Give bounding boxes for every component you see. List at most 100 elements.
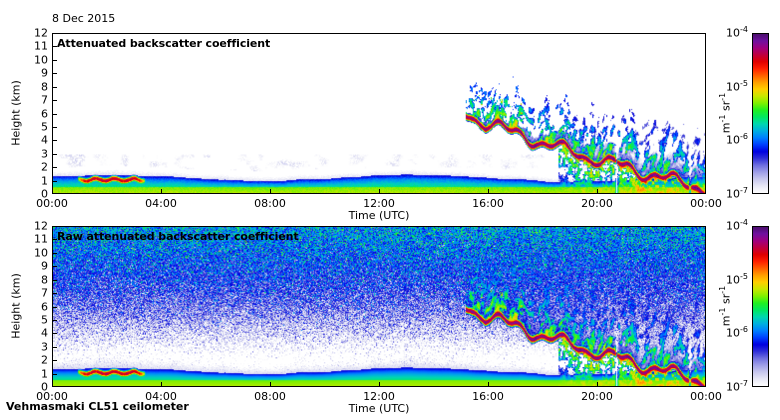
y-tick-mark (53, 154, 57, 155)
y-axis-title-attenuated: Height (km) (9, 80, 23, 146)
colorbar-tick-label: 10-7 (726, 378, 748, 394)
y-tick-mark (53, 374, 57, 375)
x-tick-mark (379, 382, 380, 386)
x-tick-label: 08:00 (254, 197, 286, 210)
date-label: 8 Dec 2015 (52, 12, 116, 25)
x-tick-label: 00:00 (690, 390, 722, 403)
y-tick-label: 2 (41, 160, 48, 174)
colorbar-tick-label: 10-7 (726, 185, 748, 201)
x-tick-mark (379, 189, 380, 193)
x-axis-title-raw: Time (UTC) (348, 402, 410, 415)
x-axis-title-attenuated: Time (UTC) (348, 209, 410, 222)
y-tick-label: 1 (41, 367, 48, 381)
x-tick-mark (597, 189, 598, 193)
x-tick-mark (161, 382, 162, 386)
x-tick-mark (270, 189, 271, 193)
colorbar-tick-label: 10-6 (726, 132, 748, 147)
x-tick-mark (488, 189, 489, 193)
heatmap-attenuated (53, 34, 705, 193)
y-tick-label: 9 (41, 66, 48, 80)
x-tick-mark (488, 382, 489, 386)
y-tick-mark (53, 87, 57, 88)
colorbar-tick-label: 10-4 (726, 24, 748, 40)
x-tick-mark (705, 382, 706, 386)
y-tick-mark (53, 193, 57, 194)
y-tick-label: 7 (41, 93, 48, 107)
y-tick-mark (53, 347, 57, 348)
x-tick-mark (52, 382, 53, 386)
x-tick-mark (161, 189, 162, 193)
x-tick-label: 04:00 (145, 390, 177, 403)
y-tick-mark (53, 386, 57, 387)
colorbar-gradient-raw (753, 227, 768, 386)
x-tick-label: 12:00 (363, 390, 395, 403)
y-tick-label: 10 (34, 246, 48, 260)
y-tick-mark (53, 73, 57, 74)
y-tick-label: 12 (34, 26, 48, 40)
x-tick-label: 08:00 (254, 390, 286, 403)
y-tick-label: 3 (41, 340, 48, 354)
x-tick-label: 00:00 (36, 390, 68, 403)
y-tick-label: 2 (41, 353, 48, 367)
colorbar-raw (752, 226, 769, 387)
colorbar-unit-attenuated: m-1 sr-1 (717, 92, 733, 134)
y-tick-label: 11 (34, 39, 48, 53)
y-tick-label: 8 (41, 80, 48, 94)
y-tick-mark (53, 127, 57, 128)
y-tick-mark (53, 253, 57, 254)
x-tick-label: 20:00 (581, 390, 613, 403)
x-tick-label: 16:00 (472, 390, 504, 403)
y-tick-mark (53, 181, 57, 182)
plot-area-raw[interactable] (52, 226, 706, 387)
x-tick-mark (270, 382, 271, 386)
x-tick-label: 00:00 (36, 197, 68, 210)
y-tick-mark (53, 46, 57, 47)
y-tick-mark (53, 266, 57, 267)
x-tick-label: 12:00 (363, 197, 395, 210)
y-tick-label: 5 (41, 313, 48, 327)
colorbar-gradient-attenuated (753, 34, 768, 193)
y-axis-title-raw: Height (km) (9, 273, 23, 339)
colorbar-attenuated (752, 33, 769, 194)
heatmap-raw (53, 227, 705, 386)
y-tick-mark (53, 360, 57, 361)
y-tick-mark (53, 114, 57, 115)
y-tick-mark (53, 280, 57, 281)
y-tick-label: 0 (41, 380, 48, 394)
y-tick-mark (53, 167, 57, 168)
y-tick-mark (53, 320, 57, 321)
y-tick-label: 5 (41, 120, 48, 134)
y-tick-mark (53, 333, 57, 334)
x-tick-mark (52, 189, 53, 193)
y-tick-mark (53, 226, 57, 227)
y-tick-mark (53, 140, 57, 141)
x-tick-label: 00:00 (690, 197, 722, 210)
plot-area-attenuated[interactable] (52, 33, 706, 194)
colorbar-unit-raw: m-1 sr-1 (717, 285, 733, 327)
y-tick-mark (53, 100, 57, 101)
y-tick-mark (53, 60, 57, 61)
colorbar-tick-label: 10-5 (726, 78, 748, 94)
y-tick-label: 8 (41, 273, 48, 287)
x-tick-label: 16:00 (472, 197, 504, 210)
y-tick-label: 6 (41, 107, 48, 120)
y-tick-label: 4 (41, 133, 48, 147)
y-tick-label: 6 (41, 300, 48, 313)
y-tick-label: 7 (41, 286, 48, 300)
y-tick-mark (53, 33, 57, 34)
y-tick-label: 1 (41, 174, 48, 188)
y-tick-mark (53, 293, 57, 294)
x-tick-mark (705, 189, 706, 193)
colorbar-tick-label: 10-4 (726, 217, 748, 233)
y-tick-label: 0 (41, 187, 48, 201)
x-tick-label: 20:00 (581, 197, 613, 210)
y-tick-label: 3 (41, 147, 48, 161)
colorbar-tick-label: 10-5 (726, 271, 748, 287)
station-footer: Vehmasmaki CL51 ceilometer (6, 400, 189, 413)
y-tick-mark (53, 239, 57, 240)
y-tick-label: 4 (41, 326, 48, 340)
y-tick-label: 9 (41, 259, 48, 273)
y-tick-mark (53, 307, 57, 308)
y-tick-label: 11 (34, 232, 48, 246)
